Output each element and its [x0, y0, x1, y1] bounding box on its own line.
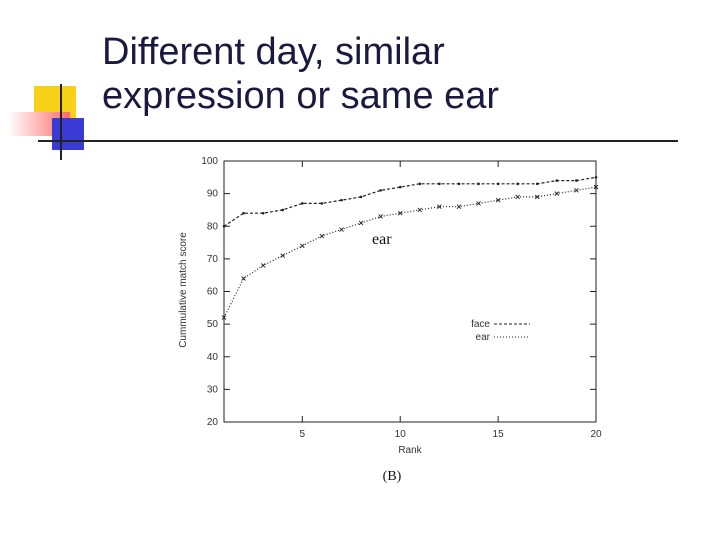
data-point-face-9 — [379, 189, 382, 192]
data-point-ear-18 — [554, 191, 560, 196]
data-point-face-6 — [320, 202, 324, 205]
data-point-face-14 — [477, 182, 480, 186]
data-point-ear-17 — [534, 194, 540, 200]
ear-annotation: ear — [372, 231, 392, 248]
data-point-face-11 — [418, 182, 422, 186]
y-tick-label-60: 60 — [207, 287, 219, 298]
data-point-face-20 — [594, 176, 598, 179]
slide-title-line-2: expression or same ear — [102, 75, 500, 117]
legend-label-face: face — [471, 319, 490, 330]
x-tick-label-5: 5 — [300, 429, 306, 440]
data-point-ear-16 — [515, 194, 521, 200]
data-point-face-18 — [555, 179, 559, 182]
data-point-ear-20 — [593, 184, 599, 190]
data-point-face-19 — [575, 179, 578, 182]
data-point-ear-13 — [456, 204, 462, 209]
data-point-face-8 — [359, 195, 363, 199]
data-point-ear-3 — [260, 263, 266, 268]
legend-label-ear: ear — [476, 332, 491, 343]
accent-horizontal-line — [38, 140, 678, 142]
data-point-face-16 — [516, 182, 519, 186]
y-tick-label-30: 30 — [207, 384, 219, 395]
data-point-face-15 — [496, 182, 500, 186]
y-tick-label-80: 80 — [207, 221, 219, 232]
data-point-face-4 — [281, 208, 285, 212]
plot-area: 20 30 40 50 60 70 80 90 100 5 10 15 20 — [201, 156, 602, 440]
data-point-face-7 — [340, 198, 343, 202]
x-axis-label: Rank — [398, 445, 422, 456]
data-point-ear-9 — [378, 214, 383, 219]
y-tick-label-100: 100 — [201, 156, 218, 167]
data-point-face-13 — [457, 182, 461, 186]
data-point-ear-14 — [476, 201, 481, 206]
y-tick-label-70: 70 — [207, 254, 219, 265]
data-point-ear-12 — [437, 204, 442, 209]
figure-caption: (B) — [383, 469, 402, 484]
series-line-face — [223, 176, 597, 227]
y-tick-label-40: 40 — [207, 352, 219, 363]
data-point-face-17 — [535, 182, 539, 186]
data-point-ear-11 — [417, 207, 423, 213]
data-point-face-12 — [438, 182, 441, 186]
data-point-ear-4 — [280, 253, 286, 258]
accent-blue-square — [52, 118, 84, 150]
data-point-ear-5 — [299, 243, 305, 249]
data-point-face-10 — [398, 185, 402, 189]
y-axis-label: Cummulative match score — [178, 232, 189, 348]
y-tick-label-90: 90 — [207, 189, 219, 200]
x-tick-label-10: 10 — [395, 429, 407, 440]
plot-frame — [223, 160, 597, 423]
data-point-face-1 — [222, 224, 226, 228]
data-point-face-5 — [301, 202, 304, 205]
series-line-ear — [223, 186, 597, 318]
slide-title: Different day, similar expression or sam… — [102, 30, 702, 118]
data-point-ear-2 — [241, 276, 246, 281]
accent-vertical-line — [60, 84, 62, 160]
data-point-ear-6 — [319, 233, 325, 239]
slide-title-line-1: Different day, similar — [102, 31, 445, 73]
y-tick-label-20: 20 — [207, 417, 219, 428]
legend: face ear — [471, 319, 530, 343]
data-point-ear-15 — [495, 197, 501, 203]
data-point-ear-1 — [221, 315, 227, 320]
data-point-face-3 — [261, 211, 265, 215]
data-point-ear-19 — [574, 188, 579, 193]
x-tick-label-15: 15 — [493, 429, 505, 440]
y-tick-label-50: 50 — [207, 319, 219, 330]
x-tick-label-20: 20 — [590, 429, 602, 440]
data-point-face-2 — [242, 211, 245, 215]
data-point-ear-10 — [397, 210, 403, 216]
data-point-ear-7 — [339, 227, 344, 232]
data-point-ear-8 — [358, 220, 364, 226]
